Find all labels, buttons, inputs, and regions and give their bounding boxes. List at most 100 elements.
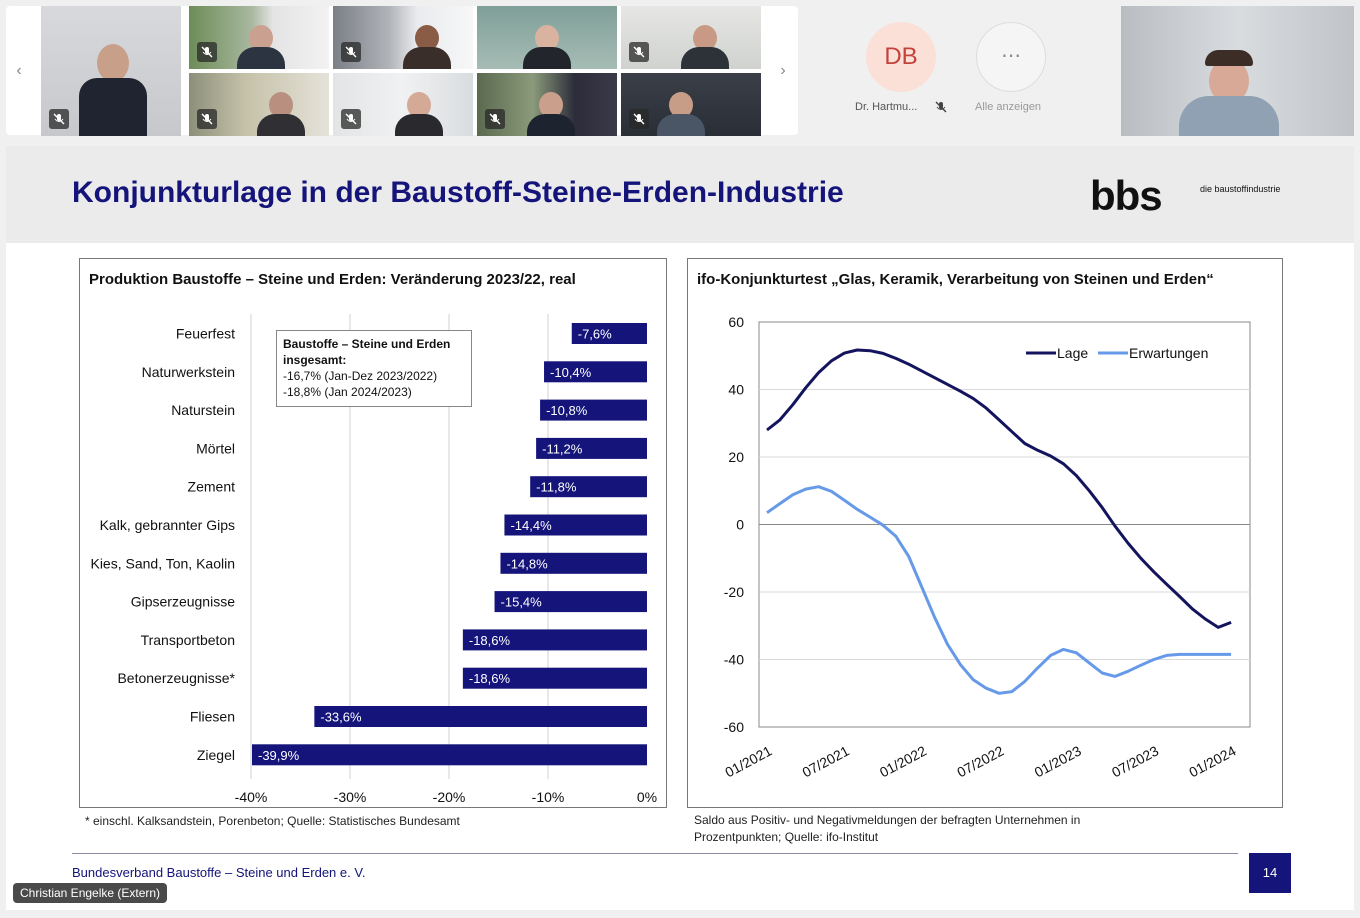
right-chart-note-line: Saldo aus Positiv- und Negativmeldungen … xyxy=(694,813,1081,827)
summary-box-line: -18,8% (Jan 2024/2023) xyxy=(283,385,412,399)
bar-value-label: -18,6% xyxy=(469,671,511,686)
presentation-slide: Konjunkturlage in der Baustoff-Steine-Er… xyxy=(6,146,1354,910)
bar-category-label: Kies, Sand, Ton, Kaolin xyxy=(90,555,235,571)
y-tick-label: 40 xyxy=(728,382,744,398)
y-tick-label: -20 xyxy=(724,584,744,600)
bar-value-label: -11,8% xyxy=(536,480,577,495)
x-tick-label: 01/2021 xyxy=(722,742,774,780)
bar-value-label: -10,8% xyxy=(546,403,588,418)
muted-mic-icon xyxy=(934,100,948,119)
bar-value-label: -14,8% xyxy=(506,556,548,571)
avatar-initials: DB xyxy=(884,43,918,70)
participant-video-tile[interactable] xyxy=(621,73,761,136)
self-video-tile[interactable] xyxy=(1121,6,1354,136)
x-tick-label: 07/2023 xyxy=(1109,742,1161,780)
slide-header: Konjunkturlage in der Baustoff-Steine-Er… xyxy=(6,146,1354,243)
participant-video-tile[interactable] xyxy=(477,73,617,136)
left-chart-title: Produktion Baustoffe – Steine und Erden:… xyxy=(89,271,576,288)
y-tick-label: 0 xyxy=(736,517,744,533)
participant-video-tile[interactable] xyxy=(621,6,761,69)
slide-page-number: 14 xyxy=(1249,853,1291,893)
bar-category-label: Mörtel xyxy=(196,440,235,456)
bar-category-label: Feuerfest xyxy=(176,326,235,342)
participant-video-tile[interactable] xyxy=(41,6,181,136)
bar xyxy=(251,744,648,766)
speaker-name-tag: Christian Engelke (Extern) xyxy=(13,883,168,903)
left-chart-note: * einschl. Kalksandstein, Porenbeton; Qu… xyxy=(85,814,460,828)
bar-value-label: -11,2% xyxy=(542,441,583,456)
series-line-erwartungen xyxy=(766,485,1232,695)
series-line-lage xyxy=(766,348,1232,629)
bar xyxy=(462,667,647,689)
more-participants-icon[interactable]: ⋯ xyxy=(976,22,1046,92)
svg-text:bbs: bbs xyxy=(1090,178,1162,218)
muted-mic-icon xyxy=(197,42,217,62)
summary-box-title: Baustoffe – Steine und Erden insgesamt: xyxy=(283,337,451,367)
muted-mic-icon xyxy=(629,109,649,129)
bar xyxy=(314,706,647,727)
bar-category-label: Betonerzeugnisse* xyxy=(117,670,235,686)
ifo-chart-panel: ifo-Konjunkturtest „Glas, Keramik, Verar… xyxy=(687,258,1283,808)
participant-video-tile[interactable] xyxy=(189,73,329,136)
bar-value-label: -14,4% xyxy=(510,518,552,533)
bar xyxy=(540,399,647,421)
bar-value-label: -39,9% xyxy=(258,748,300,763)
y-tick-label: 60 xyxy=(728,314,744,330)
right-chart-note-line: Prozentpunkten; Quelle: ifo-Institut xyxy=(694,830,879,844)
bar-value-label: -7,6% xyxy=(578,327,612,342)
x-tick-label: 01/2022 xyxy=(877,742,929,780)
muted-mic-icon xyxy=(197,109,217,129)
bar-value-label: -33,6% xyxy=(320,710,362,725)
bar xyxy=(530,476,647,498)
bar-value-label: -15,4% xyxy=(501,595,543,610)
bbs-logo: bbs die baustoffindustrie xyxy=(1090,178,1280,218)
bar-x-tick-label: -30% xyxy=(334,789,367,805)
legend-label: Erwartungen xyxy=(1129,345,1208,361)
bar-category-label: Naturwerkstein xyxy=(142,364,235,380)
summary-box-line: -16,7% (Jan-Dez 2023/2022) xyxy=(283,369,438,383)
participant-strip: ‹ › xyxy=(6,6,798,136)
bar xyxy=(494,591,647,613)
muted-mic-icon xyxy=(629,42,649,62)
right-chart-note: Saldo aus Positiv- und Negativmeldungen … xyxy=(694,812,1080,846)
bar xyxy=(504,514,647,536)
summary-box: Baustoffe – Steine und Erden insgesamt: … xyxy=(276,330,472,407)
muted-mic-icon xyxy=(49,109,69,129)
bar xyxy=(462,629,647,651)
ifo-line-chart: 60 40 20 0 -20 -40 -60 01/2021 07/2021 01/2022 07/… xyxy=(722,314,1251,780)
svg-text:die baustoffindustrie: die baustoffindustrie xyxy=(1200,184,1280,194)
muted-mic-icon xyxy=(485,109,505,129)
bar xyxy=(500,552,647,574)
production-bar-chart: -40% -30% -20% -10% 0% Feuerfest -7,6% Naturwer… xyxy=(90,314,657,805)
bar-x-tick-label: -20% xyxy=(433,789,466,805)
y-tick-label: -40 xyxy=(724,652,744,668)
x-tick-label: 07/2021 xyxy=(800,742,852,780)
chevron-right-icon[interactable]: › xyxy=(780,62,786,79)
bar-category-label: Fliesen xyxy=(190,709,235,725)
chevron-left-icon[interactable]: ‹ xyxy=(16,62,22,79)
participant-video-tile[interactable] xyxy=(333,73,473,136)
muted-mic-icon xyxy=(341,109,361,129)
x-tick-label: 07/2022 xyxy=(954,742,1006,780)
participant-video-tile[interactable] xyxy=(333,6,473,69)
bar-category-label: Ziegel xyxy=(197,747,235,763)
bar-category-label: Transportbeton xyxy=(141,632,235,648)
bar xyxy=(536,437,647,459)
show-all-label[interactable]: Alle anzeigen xyxy=(975,101,1042,113)
x-tick-label: 01/2024 xyxy=(1186,742,1238,780)
slide-footer: Bundesverband Baustoffe – Steine und Erd… xyxy=(72,865,366,880)
active-speaker-video-tile[interactable] xyxy=(477,6,617,69)
participant-video-tile[interactable] xyxy=(189,6,329,69)
bar xyxy=(571,323,647,344)
bar-category-label: Gipserzeugnisse xyxy=(131,594,235,610)
bar-value-label: -10,4% xyxy=(550,365,592,380)
bar-value-label: -18,6% xyxy=(469,633,511,648)
participant-avatar[interactable]: DB xyxy=(866,22,936,92)
production-chart-panel: Produktion Baustoffe – Steine und Erden:… xyxy=(79,258,667,808)
bar-category-label: Naturstein xyxy=(171,402,235,418)
slide-title: Konjunkturlage in der Baustoff-Steine-Er… xyxy=(72,176,844,209)
bar-x-tick-label: 0% xyxy=(637,789,657,805)
bar-category-label: Zement xyxy=(188,479,236,495)
bar-x-tick-label: -40% xyxy=(235,789,268,805)
legend-label: Lage xyxy=(1057,345,1088,361)
